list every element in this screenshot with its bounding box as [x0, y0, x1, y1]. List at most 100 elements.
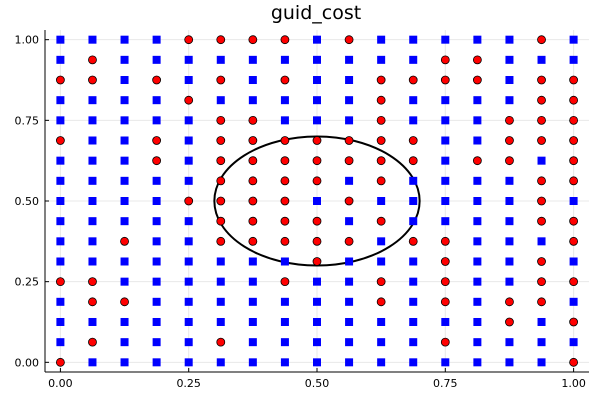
square-marker: [441, 176, 450, 185]
square-marker: [377, 358, 386, 367]
circle-marker: [440, 337, 450, 347]
square-marker: [120, 197, 129, 205]
square-marker: [120, 156, 129, 165]
circle-marker: [569, 136, 579, 145]
square-marker: [345, 257, 354, 266]
square-marker: [313, 116, 321, 125]
square-marker: [409, 197, 418, 205]
square-marker: [313, 197, 321, 205]
square-marker: [120, 257, 129, 266]
circle-marker: [280, 35, 290, 45]
square-marker: [120, 35, 129, 44]
square-marker: [56, 257, 65, 266]
square-marker: [184, 237, 193, 246]
square-marker: [441, 136, 450, 145]
circle-marker: [569, 95, 579, 105]
square-marker: [569, 35, 578, 44]
circle-marker: [440, 75, 450, 85]
circle-marker: [216, 196, 226, 206]
square-marker: [473, 277, 482, 286]
y-tick-label: 0.00: [15, 356, 40, 369]
square-marker: [569, 257, 578, 266]
circle-marker: [280, 176, 290, 186]
square-marker: [248, 277, 257, 286]
square-marker: [248, 358, 257, 367]
square-marker: [505, 257, 514, 266]
y-tick-label: 0.50: [15, 195, 40, 208]
x-tick-label: 0.25: [176, 377, 201, 390]
square-marker: [56, 237, 65, 246]
square-marker: [441, 35, 450, 44]
circle-marker: [537, 196, 546, 206]
circle-marker: [344, 236, 354, 246]
square-marker: [120, 217, 129, 226]
square-marker: [216, 277, 225, 286]
circle-marker: [280, 156, 290, 166]
circle-marker: [216, 136, 226, 145]
circle-marker: [88, 55, 97, 65]
circle-marker: [216, 236, 226, 246]
circle-marker: [440, 297, 450, 307]
square-marker: [120, 277, 129, 286]
square-marker: [184, 136, 193, 145]
square-marker: [184, 217, 193, 226]
square-marker: [280, 297, 289, 306]
square-marker: [56, 176, 65, 185]
circle-marker: [505, 156, 514, 166]
square-marker: [505, 176, 514, 185]
circle-marker: [152, 136, 162, 145]
circle-marker: [88, 75, 97, 85]
circle-marker: [505, 136, 514, 145]
circle-marker: [537, 176, 546, 186]
circle-marker: [248, 115, 258, 125]
square-marker: [409, 358, 418, 367]
circle-marker: [537, 297, 546, 307]
circle-marker: [280, 196, 290, 206]
circle-marker: [344, 156, 354, 166]
circle-marker: [184, 35, 194, 45]
square-marker: [537, 358, 546, 367]
square-marker: [409, 35, 418, 44]
square-marker: [473, 217, 482, 226]
square-marker: [88, 35, 97, 44]
square-marker: [184, 338, 193, 347]
square-marker: [377, 197, 386, 205]
circle-marker: [376, 297, 386, 307]
square-marker: [377, 237, 386, 246]
square-marker: [313, 297, 321, 306]
circle-marker: [216, 176, 226, 186]
circle-marker: [152, 156, 162, 166]
circle-marker: [569, 75, 579, 85]
circle-marker: [472, 55, 482, 65]
circle-marker: [312, 176, 322, 186]
square-marker: [120, 358, 129, 367]
square-marker: [88, 358, 97, 367]
square-marker: [441, 197, 450, 205]
circle-marker: [216, 216, 226, 226]
square-marker: [313, 277, 321, 286]
square-marker: [184, 156, 193, 165]
square-marker: [345, 358, 354, 367]
square-marker: [184, 297, 193, 306]
square-marker: [377, 35, 386, 44]
circle-marker: [55, 136, 65, 145]
square-marker: [505, 35, 514, 44]
square-marker: [152, 317, 161, 326]
square-marker: [537, 156, 546, 165]
square-marker: [537, 55, 546, 64]
square-marker: [505, 338, 514, 347]
square-marker: [377, 338, 386, 347]
square-marker: [248, 257, 257, 266]
square-marker: [88, 96, 97, 105]
circle-marker: [472, 156, 482, 166]
square-marker: [152, 55, 161, 64]
square-marker: [248, 76, 257, 85]
square-marker: [537, 237, 546, 246]
square-marker: [152, 297, 161, 306]
circle-marker: [569, 236, 579, 246]
circle-marker: [312, 136, 322, 145]
square-marker: [120, 96, 129, 105]
circle-marker: [55, 277, 65, 287]
square-marker: [152, 257, 161, 266]
